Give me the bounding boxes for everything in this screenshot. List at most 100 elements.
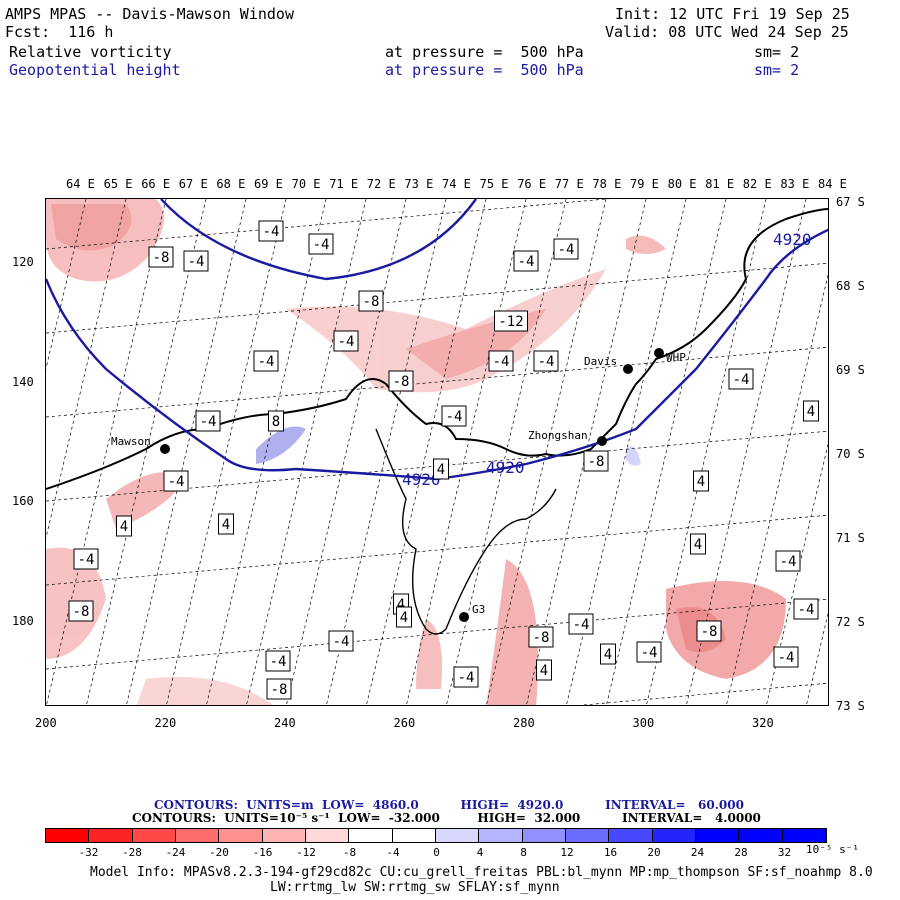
x-tick-label: 320: [752, 716, 774, 730]
svg-text:-4: -4: [493, 354, 510, 370]
vorticity-contour-label: 4: [396, 606, 412, 628]
longitude-label: 73 E: [404, 177, 434, 191]
x-tick-label: 220: [154, 716, 177, 730]
svg-text:-4: -4: [338, 334, 355, 350]
vorticity-contour-info: CONTOURS: UNITS=10⁻⁵ s⁻¹ LOW= -32.000 HI…: [132, 811, 761, 825]
pos-vort-area: [256, 426, 306, 464]
height-contour-info: CONTOURS: UNITS=m LOW= 4860.0 HIGH= 4920…: [154, 798, 744, 812]
svg-text:-4: -4: [518, 254, 535, 270]
init-time: Init: 12 UTC Fri 19 Sep 25: [615, 5, 850, 23]
vorticity-contour-label: -4: [258, 220, 284, 242]
neg-vort-area: [51, 204, 132, 251]
colorbar-swatch: [739, 829, 783, 842]
vorticity-contour-label: -4: [328, 630, 354, 652]
y-tick-label: 180: [12, 613, 34, 628]
vorticity-contour-label: 4: [693, 470, 709, 492]
station-g3-marker: [459, 612, 469, 622]
latitude-label: 71 S: [836, 531, 865, 545]
vorticity-contour-label: -8: [68, 600, 94, 622]
longitude-label: 72 E: [366, 177, 396, 191]
vorticity-contour-label: 4: [116, 515, 132, 537]
model-info-line2: LW:rrtmg_lw SW:rrtmg_sw SFLAY:sf_mynn: [270, 880, 560, 895]
y-tick-label: 120: [12, 255, 34, 269]
vorticity-contour-label: -4: [441, 405, 467, 427]
y-tick-label: 140: [12, 374, 34, 389]
longitude-label: 67 E: [178, 177, 208, 191]
vorticity-contour-label: -4: [775, 550, 801, 572]
height-contour-label: 4920: [402, 470, 441, 489]
vorticity-contour-label: -12: [494, 310, 528, 332]
station-label: Zhongshan: [528, 429, 588, 442]
longitude-label: 81 E: [705, 177, 735, 191]
colorbar-label: 0: [433, 846, 440, 859]
latitude-label: 73 S: [836, 699, 865, 713]
colorbar-label: -20: [209, 846, 229, 859]
vorticity-contour-label: -8: [358, 290, 384, 312]
longitude-label: 75 E: [479, 177, 509, 191]
field2-sm: sm= 2: [754, 61, 800, 79]
colorbar-swatch: [392, 829, 436, 842]
colorbar-swatch: [522, 829, 566, 842]
svg-text:4: 4: [120, 519, 128, 535]
ice-shelf-outline: [375, 428, 557, 635]
colorbar-label: 20: [647, 846, 661, 859]
svg-text:-4: -4: [780, 554, 797, 570]
vorticity-contour-label: -8: [583, 450, 609, 472]
svg-text:-4: -4: [313, 237, 330, 253]
neg-vort-area: [666, 581, 786, 679]
svg-text:8: 8: [272, 414, 280, 430]
forecast-hour: Fcst: 116 h: [5, 23, 114, 41]
height-contours: [46, 199, 828, 481]
svg-text:-4: -4: [538, 354, 555, 370]
svg-text:-12: -12: [498, 314, 523, 330]
colorbar-label: 4: [476, 846, 484, 859]
svg-text:4: 4: [222, 517, 230, 533]
latitude-label: 72 S: [836, 615, 865, 629]
model-info-line1: Model Info: MPASv8.2.3-194-gf29cd82c CU:…: [90, 865, 873, 880]
field2-name: Geopotential height: [9, 61, 181, 79]
colorbar-swatch: [565, 829, 610, 842]
x-tick-label: 260: [393, 716, 416, 730]
latitude-label: 69 S: [836, 363, 865, 377]
neg-vort-area: [486, 559, 538, 705]
neg-vort-area: [286, 269, 606, 393]
vorticity-contour-label: -4: [253, 350, 279, 372]
station-label: Davis: [584, 355, 617, 368]
longitude-label: 74 E: [442, 177, 471, 191]
colorbar-swatch: [89, 829, 133, 842]
vorticity-contour-label: 4: [690, 533, 706, 555]
neg-vort-area: [626, 235, 666, 254]
longitude-label: 78 E: [592, 177, 622, 191]
vorticity-contour-label: -4: [533, 350, 559, 372]
vorticity-contour-label: -4: [73, 548, 99, 570]
vorticity-contour-label: -8: [266, 678, 292, 700]
colorbar-swatch: [46, 829, 90, 842]
vorticity-contour-label: -4: [183, 250, 209, 272]
longitude-label: 69 E: [254, 177, 283, 191]
vorticity-contour-label: -4: [513, 250, 539, 272]
neg-vort-area: [136, 677, 274, 705]
longitude-label: 65 E: [103, 177, 133, 191]
stations: [160, 348, 664, 622]
colorbar-label: -24: [165, 846, 186, 859]
svg-text:4: 4: [397, 597, 405, 613]
colorbar-swatch: [262, 829, 306, 842]
svg-text:-4: -4: [458, 670, 475, 686]
svg-text:-8: -8: [393, 374, 410, 390]
colorbar-label: -32: [78, 846, 99, 859]
pos-vort-area: [626, 446, 641, 466]
longitude-label: 80 E: [667, 177, 697, 191]
svg-text:-4: -4: [78, 552, 95, 568]
svg-text:-4: -4: [200, 414, 217, 430]
colorbar-label: 24: [690, 846, 705, 859]
svg-text:4: 4: [540, 663, 548, 679]
longitude-label: 77 E: [554, 177, 584, 191]
colorbar-swatch: [305, 829, 350, 842]
vorticity-shading: [46, 199, 786, 705]
svg-text:4: 4: [437, 462, 445, 478]
map-panel: Mawson Davis WHP Zhongshan G3 4920 4920 …: [45, 198, 829, 706]
vorticity-contour-label: -4: [793, 598, 819, 620]
vorticity-contour-label: -4: [333, 330, 359, 352]
vorticity-contour-label: -8: [148, 246, 174, 268]
station-whp-marker: [654, 348, 664, 358]
